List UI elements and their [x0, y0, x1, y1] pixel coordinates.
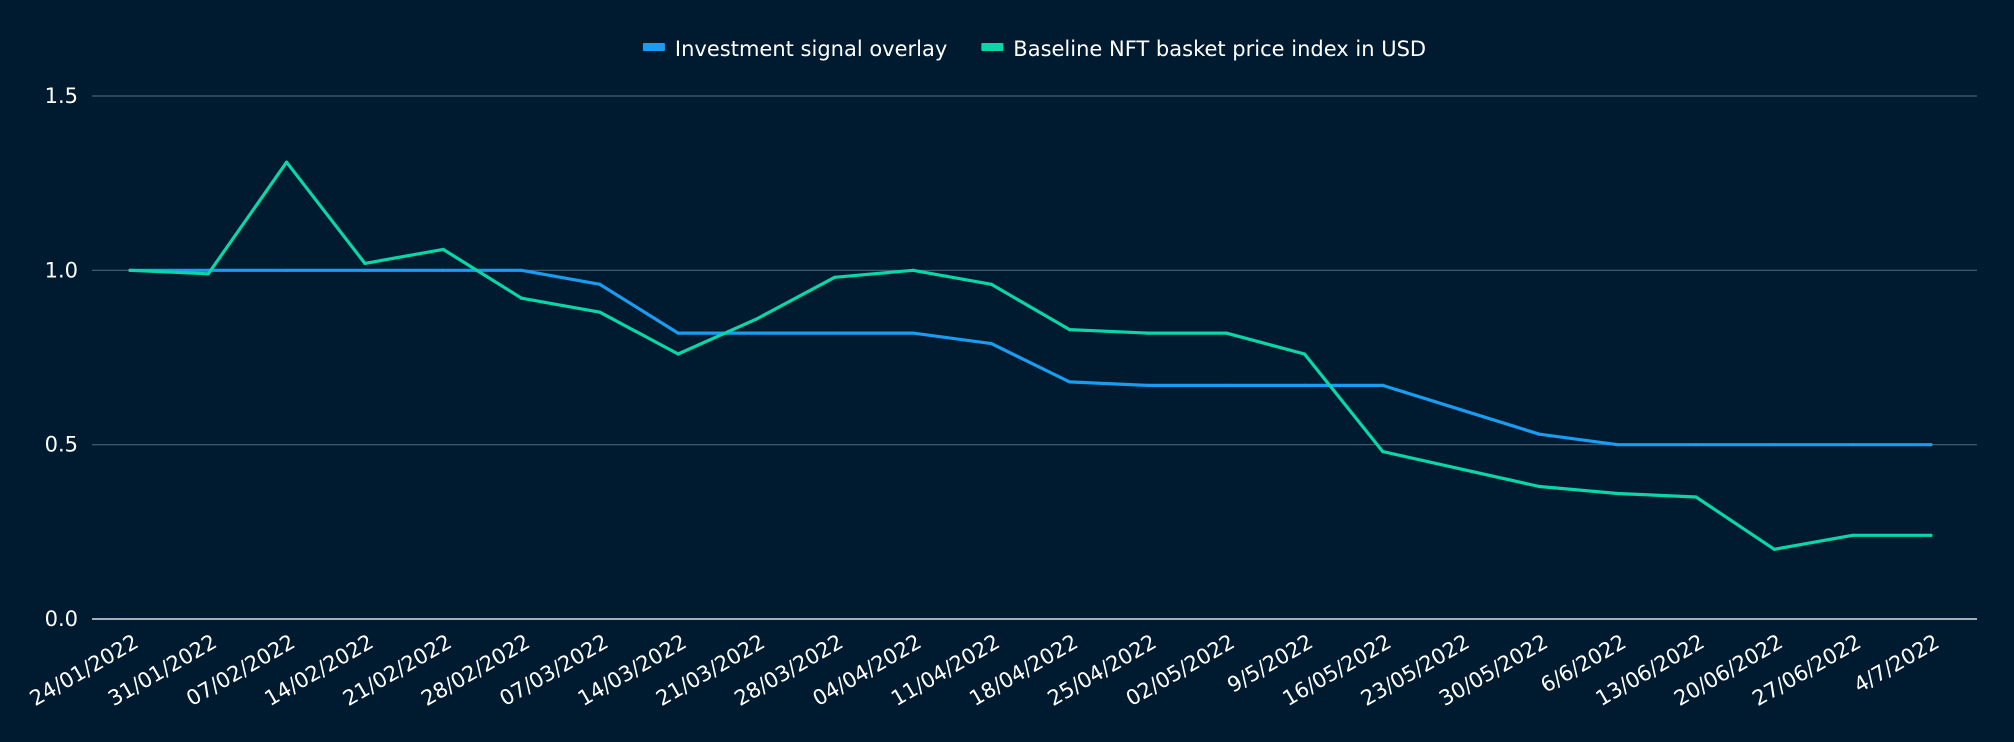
series-2-point — [833, 275, 837, 279]
series-1-point — [1146, 383, 1150, 387]
series-1-point — [1459, 408, 1463, 412]
series-2-point — [1772, 547, 1776, 551]
legend-label: Investment signal overlay — [675, 37, 947, 61]
series-2-point — [1146, 331, 1150, 335]
series-2-point — [1459, 467, 1463, 471]
series-2-point — [1616, 491, 1620, 496]
series-1-point — [833, 331, 837, 335]
series-2-point — [911, 268, 915, 272]
y-axis: 0.0 0.5 1.0 1.5 — [45, 84, 78, 631]
series-2-point — [1068, 328, 1072, 332]
legend-swatch — [642, 43, 665, 51]
series-1-point — [911, 331, 915, 335]
series-line-1 — [128, 268, 1933, 447]
series-2-point — [285, 160, 289, 164]
series-line-2 — [128, 160, 1933, 551]
chart-legend: Investment signal overlay Baseline NFT ba… — [642, 37, 1426, 61]
legend-swatch — [981, 43, 1004, 51]
series-1-point — [754, 331, 759, 335]
series-2-point — [1537, 484, 1541, 489]
y-tick-label: 1.5 — [45, 84, 78, 108]
series-2-point — [1381, 450, 1385, 454]
series-1-point — [1381, 383, 1385, 387]
series-1-point — [1772, 443, 1776, 447]
series-1-point — [1694, 443, 1698, 447]
series-2-point — [1302, 352, 1307, 356]
series-1-point — [1929, 443, 1933, 447]
series-1-point — [989, 341, 993, 346]
series-2-point — [676, 352, 680, 356]
series-1-point — [519, 268, 524, 272]
series-2-point — [206, 272, 210, 276]
series-lines — [128, 160, 1933, 551]
series-1-point — [1302, 383, 1307, 387]
series-2-point — [128, 268, 132, 272]
series-1-point — [441, 268, 445, 272]
legend-label: Baseline NFT basket price index in USD — [1013, 37, 1426, 61]
series-2-point — [1929, 533, 1933, 537]
series-1-point — [598, 282, 602, 286]
series-2-point — [754, 317, 759, 321]
series-1-point — [1537, 432, 1541, 436]
legend-item-2: Baseline NFT basket price index in USD — [981, 37, 1426, 61]
series-2-point — [1224, 331, 1228, 335]
y-tick-label: 1.0 — [45, 258, 78, 282]
series-1-point — [1616, 443, 1620, 447]
series-1-point — [363, 268, 367, 272]
series-1-point — [1851, 443, 1855, 447]
y-tick-label: 0.0 — [45, 607, 78, 631]
series-2-point — [1851, 533, 1855, 537]
series-2-point — [1694, 495, 1698, 499]
series-2-point — [598, 310, 602, 314]
series-1-point — [676, 331, 680, 335]
series-2-point — [441, 247, 445, 252]
series-2-point — [363, 261, 367, 265]
series-1-point — [285, 268, 289, 272]
series-1-point — [1068, 380, 1072, 384]
series-2-point — [989, 282, 993, 286]
series-1-point — [1224, 383, 1228, 387]
legend-item-1: Investment signal overlay — [642, 37, 947, 61]
y-tick-label: 0.5 — [45, 433, 78, 457]
series-2-point — [519, 296, 524, 300]
